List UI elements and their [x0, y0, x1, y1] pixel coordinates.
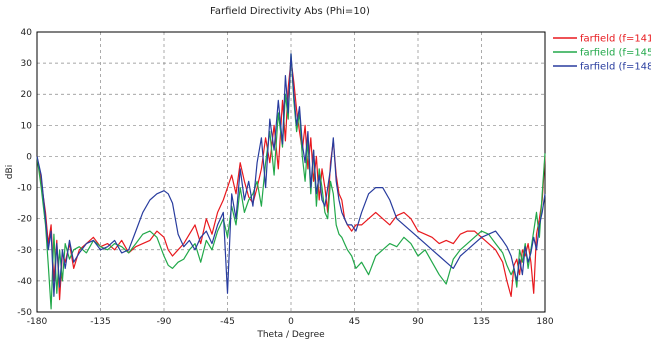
legend-entry: farfield (f=148) [1]	[580, 62, 651, 73]
series-line-2	[36, 53, 546, 310]
x-axis-label: Theta / Degree	[256, 330, 325, 340]
y-tick-label: 30	[21, 59, 33, 69]
y-tick-labels: -50 -40 -30 -20 -10 0 10 20 30 40	[17, 28, 32, 318]
y-tick-label: -20	[17, 215, 32, 225]
y-tick-label: -40	[17, 277, 32, 287]
x-tick-label: -135	[90, 317, 110, 327]
x-tick-label: -90	[157, 317, 172, 327]
x-tick-labels: -180 -135 -90 -45 0 45 90 135 180	[27, 317, 554, 327]
x-tick-label: 180	[536, 317, 553, 327]
chart-title: Farfield Directivity Abs (Phi=10)	[210, 6, 370, 17]
legend: farfield (f=141) [1] farfield (f=145) [1]…	[553, 34, 651, 73]
series-line-1	[36, 59, 546, 301]
x-tick-label: 135	[473, 317, 490, 327]
y-tick-label: 0	[26, 152, 32, 162]
y-tick-label: 10	[21, 121, 33, 131]
grid-lines	[37, 32, 545, 312]
x-tick-label: 45	[349, 317, 360, 327]
series-layer	[36, 53, 546, 310]
legend-entry: farfield (f=145) [1]	[580, 48, 651, 59]
y-axis-label: dBi	[5, 165, 15, 179]
y-tick-label: -10	[17, 184, 32, 194]
legend-entry: farfield (f=141) [1]	[580, 34, 651, 45]
y-tick-label: -30	[17, 246, 32, 256]
x-tick-label: 90	[412, 317, 424, 327]
plot-area-frame	[36, 31, 546, 313]
x-tick-label: -45	[220, 317, 235, 327]
x-tick-label: -180	[27, 317, 48, 327]
x-tick-label: 0	[288, 317, 294, 327]
y-tick-label: 40	[21, 28, 33, 38]
y-tick-label: 20	[21, 90, 33, 100]
y-tick-label: -50	[17, 308, 32, 318]
series-line-3	[36, 53, 546, 297]
